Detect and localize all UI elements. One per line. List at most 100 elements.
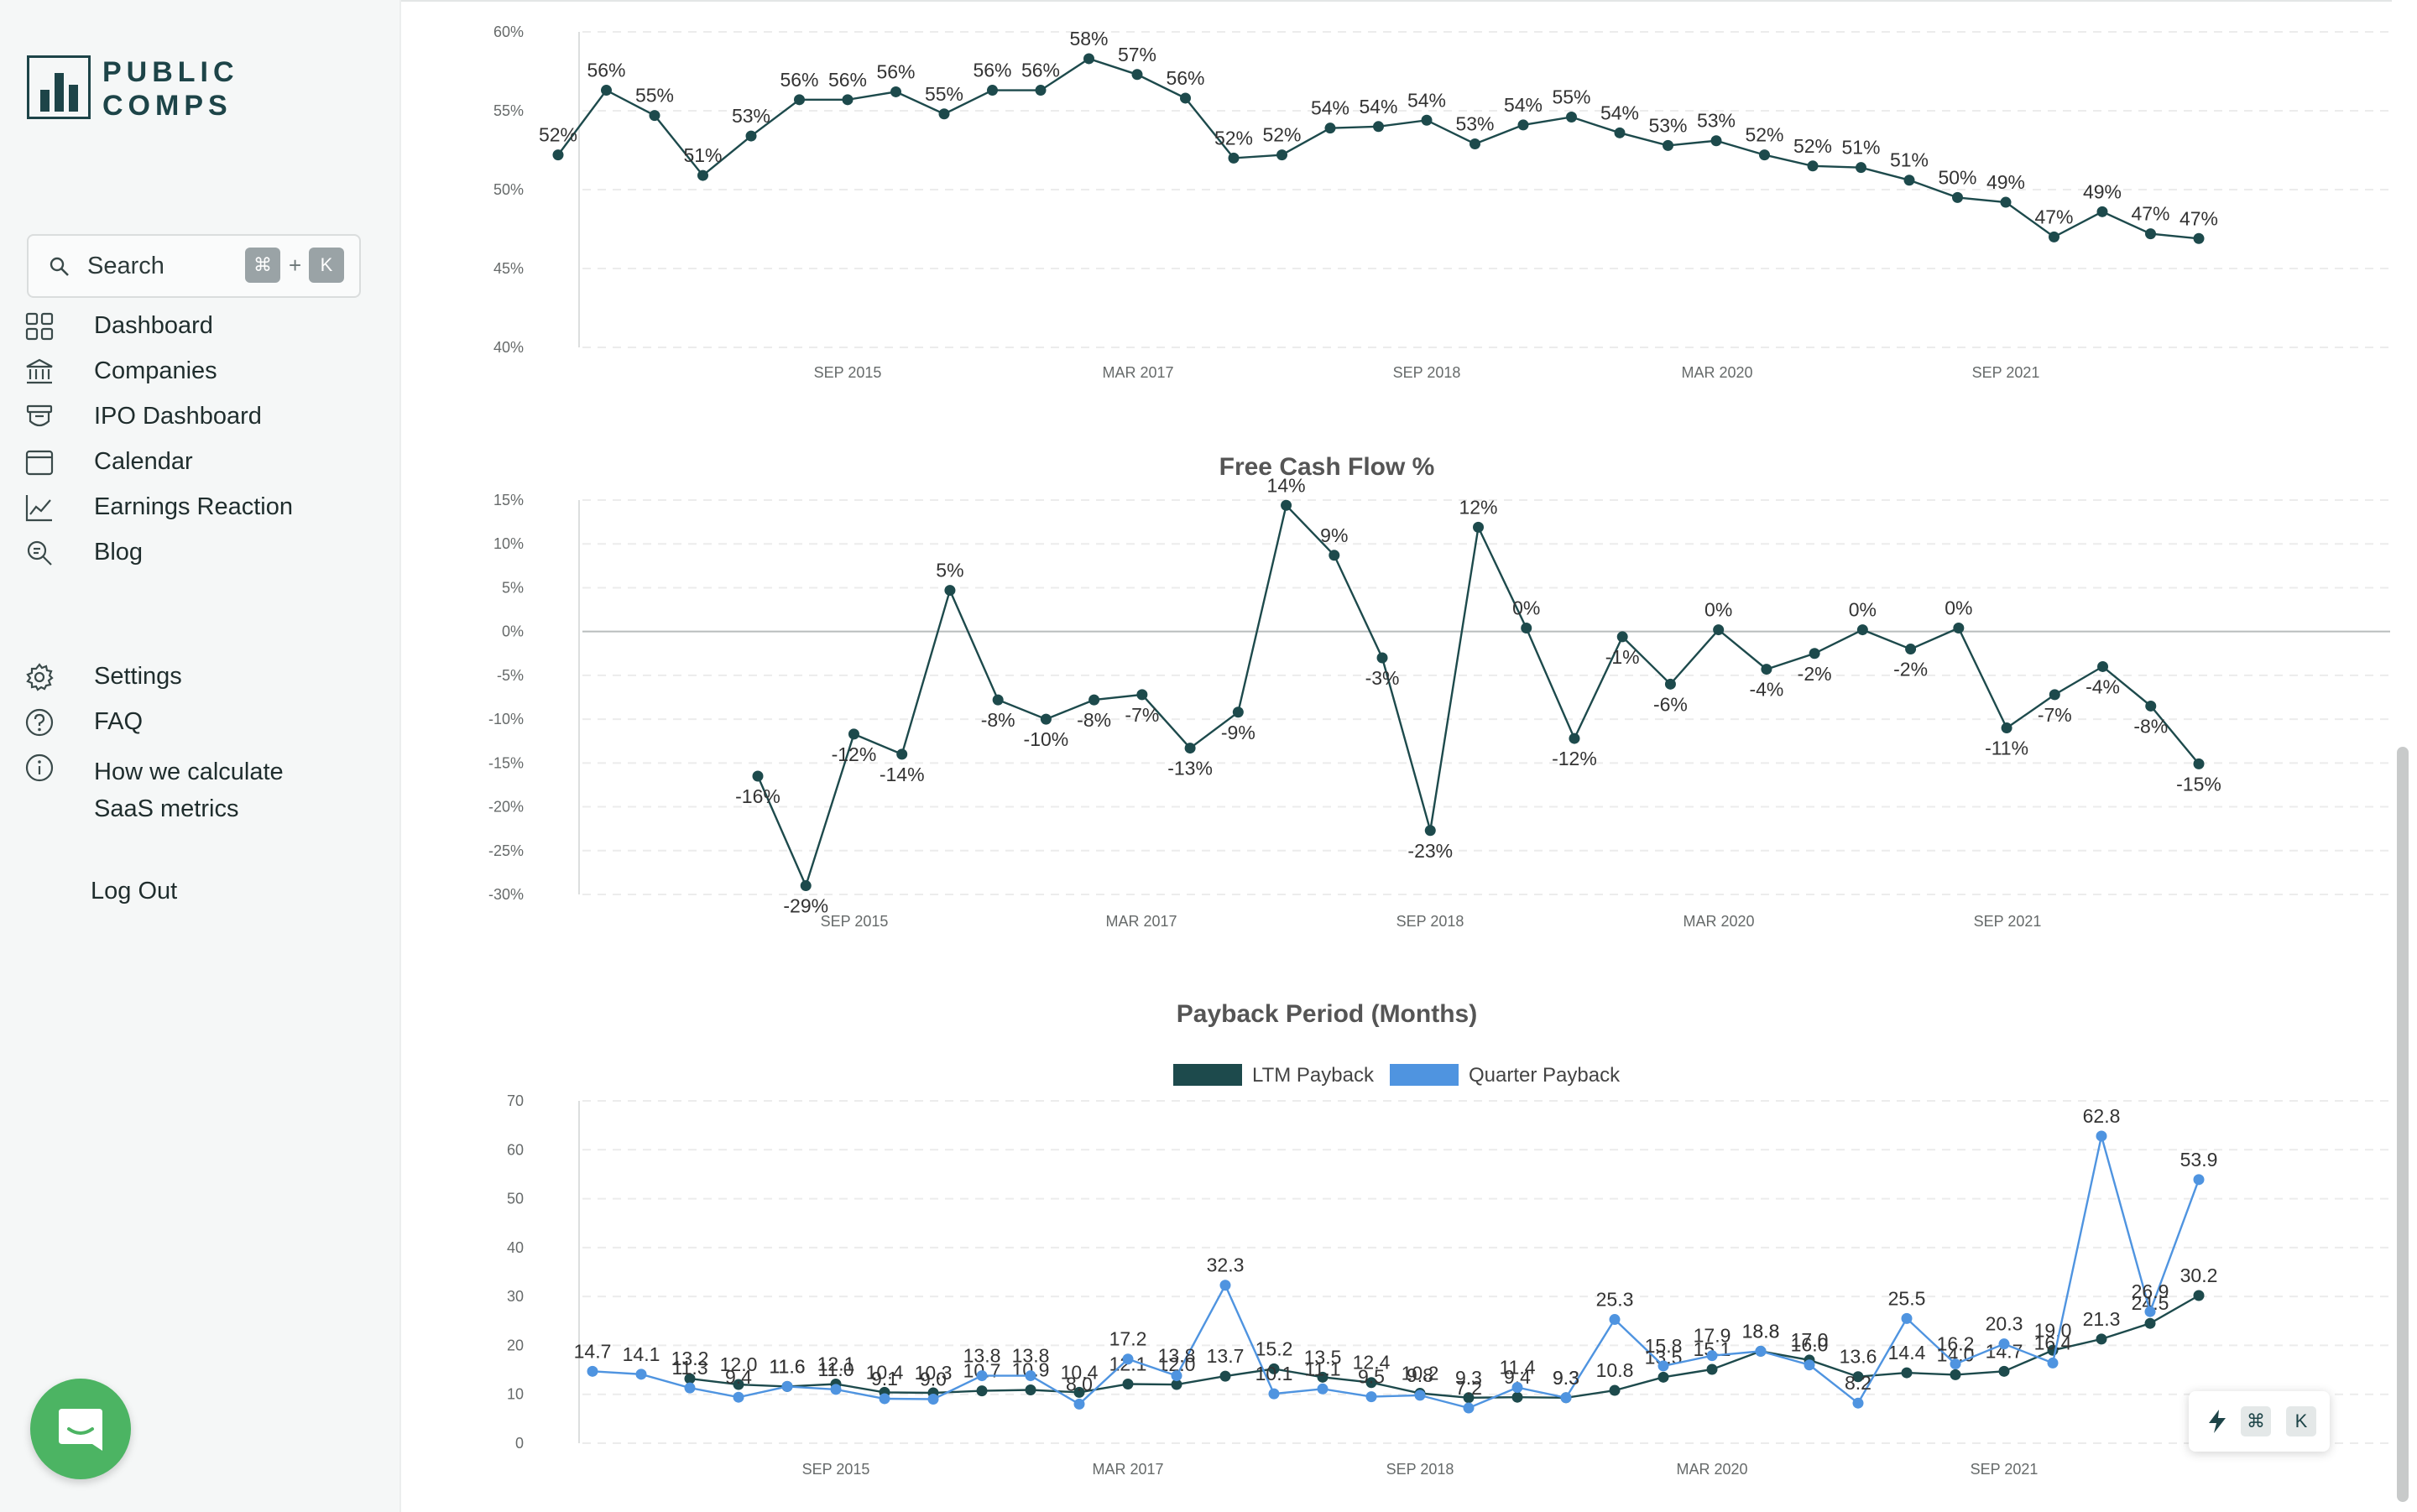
logout-button[interactable]: Log Out xyxy=(91,878,178,905)
data-label: 12.4 xyxy=(1353,1352,1391,1374)
sidebar-item-dashboard[interactable]: Dashboard xyxy=(25,310,378,344)
x-tick-label: MAR 2020 xyxy=(1681,364,1752,381)
data-label: 9.5 xyxy=(1358,1366,1385,1388)
data-label: -13% xyxy=(1167,758,1213,779)
data-label: -7% xyxy=(1125,704,1159,726)
scrollbar-thumb[interactable] xyxy=(2397,747,2409,1502)
data-point xyxy=(1998,1338,2010,1350)
data-label: 11.4 xyxy=(1499,1357,1535,1379)
data-point xyxy=(1365,1377,1377,1389)
sidebar-item-label: Settings xyxy=(94,663,182,690)
search-icon xyxy=(50,257,69,276)
data-point xyxy=(1268,1388,1280,1400)
data-label: 10.4 xyxy=(1061,1361,1099,1383)
data-label: 54% xyxy=(1407,89,1446,111)
data-point xyxy=(1184,743,1196,754)
data-point xyxy=(2193,232,2205,244)
data-point xyxy=(1414,1389,1426,1401)
grid-icon xyxy=(25,312,54,341)
data-label: -8% xyxy=(1077,709,1111,731)
gear-icon xyxy=(26,663,54,691)
y-tick-label: 40% xyxy=(493,339,524,356)
data-point xyxy=(896,748,908,760)
data-point xyxy=(1713,624,1725,636)
data-point xyxy=(1657,1360,1669,1372)
data-label: 10.2 xyxy=(1402,1363,1439,1384)
legend-swatch xyxy=(1390,1064,1459,1086)
data-point xyxy=(1376,652,1388,664)
data-label: 11.6 xyxy=(769,1355,805,1377)
chat-launcher-button[interactable] xyxy=(30,1379,131,1479)
data-point xyxy=(1040,713,1052,725)
data-point xyxy=(635,1369,647,1380)
data-label: 9.8 xyxy=(1407,1364,1433,1386)
data-label: 62.8 xyxy=(2083,1105,2121,1127)
legend-label: Quarter Payback xyxy=(1469,1064,1621,1087)
y-tick-label: 50 xyxy=(507,1191,524,1207)
info-icon xyxy=(25,753,54,782)
data-label: -4% xyxy=(2086,675,2120,697)
data-point xyxy=(1073,1398,1085,1410)
data-point xyxy=(927,1394,939,1405)
sidebar-item-earnings-reaction[interactable]: Earnings Reaction xyxy=(25,492,378,525)
data-label: 54% xyxy=(1359,96,1397,117)
data-label: -1% xyxy=(1605,646,1640,668)
data-label: 20.3 xyxy=(1986,1313,2023,1335)
data-point xyxy=(1317,1383,1329,1395)
data-point xyxy=(2096,1130,2107,1142)
data-point xyxy=(1663,139,1673,151)
sidebar-item-faq[interactable]: FAQ xyxy=(25,706,378,740)
data-point xyxy=(1759,149,1770,161)
data-label: 16.0 xyxy=(1791,1334,1829,1356)
data-point xyxy=(992,694,1004,706)
data-label: 53.9 xyxy=(2180,1149,2218,1170)
data-point xyxy=(848,728,859,740)
data-label: -7% xyxy=(2038,704,2072,726)
data-label: 50% xyxy=(1938,166,1976,188)
y-tick-label: -10% xyxy=(488,711,524,727)
data-point xyxy=(733,1391,744,1403)
data-label: 11.3 xyxy=(671,1357,707,1379)
ipo-icon xyxy=(26,404,53,427)
data-label: -8% xyxy=(2133,715,2168,737)
data-point xyxy=(1856,162,1866,174)
data-label: 10.1 xyxy=(1255,1363,1293,1384)
calendar-icon xyxy=(25,450,54,476)
x-tick-label: MAR 2017 xyxy=(1092,1461,1163,1478)
data-point xyxy=(1268,1363,1280,1374)
data-point xyxy=(1329,550,1340,561)
data-point xyxy=(1073,1386,1085,1398)
data-point xyxy=(1473,521,1484,533)
data-label: 52% xyxy=(539,124,577,146)
data-label: 49% xyxy=(2083,180,2122,202)
data-point xyxy=(587,1365,598,1377)
data-label: 47% xyxy=(2034,206,2073,227)
data-point xyxy=(1317,1371,1329,1383)
sidebar-item-blog[interactable]: Blog xyxy=(25,537,378,571)
charts-area: 40% 45% 50% 55% 60% SEP 2015 MAR 2017 SEP 2018 M… xyxy=(488,23,2390,1478)
data-point xyxy=(2047,1357,2059,1369)
data-point xyxy=(938,108,950,120)
shortcut-cmd: ⌘ xyxy=(245,248,280,283)
data-label: -6% xyxy=(1653,693,1688,715)
y-tick-label: 5% xyxy=(502,579,524,596)
search-label: Search xyxy=(87,253,164,279)
data-label: 14% xyxy=(1267,474,1306,496)
quick-action-widget[interactable]: ⌘ K xyxy=(2189,1391,2330,1452)
sidebar-item-companies[interactable]: Companies xyxy=(25,356,378,389)
data-point xyxy=(1761,664,1772,675)
data-label: 8.0 xyxy=(1066,1373,1093,1395)
data-label: 11.1 xyxy=(1304,1358,1340,1379)
search-button[interactable]: Search ⌘ + K xyxy=(27,234,361,298)
data-label: 56% xyxy=(780,69,818,91)
series-line xyxy=(689,1294,2200,1400)
sidebar-item-calendar[interactable]: Calendar xyxy=(25,446,378,480)
data-label: 13.7 xyxy=(1207,1345,1245,1367)
data-label: 51% xyxy=(1841,137,1880,159)
sidebar-item-ipo-dashboard[interactable]: IPO Dashboard xyxy=(25,401,378,435)
sidebar-item-how-we-calculate[interactable]: How we calculate SaaS metrics xyxy=(25,752,378,829)
data-point xyxy=(1276,149,1287,161)
data-point xyxy=(1463,1392,1475,1404)
x-tick-label: SEP 2021 xyxy=(1972,364,2040,381)
sidebar-item-settings[interactable]: Settings xyxy=(25,661,378,695)
